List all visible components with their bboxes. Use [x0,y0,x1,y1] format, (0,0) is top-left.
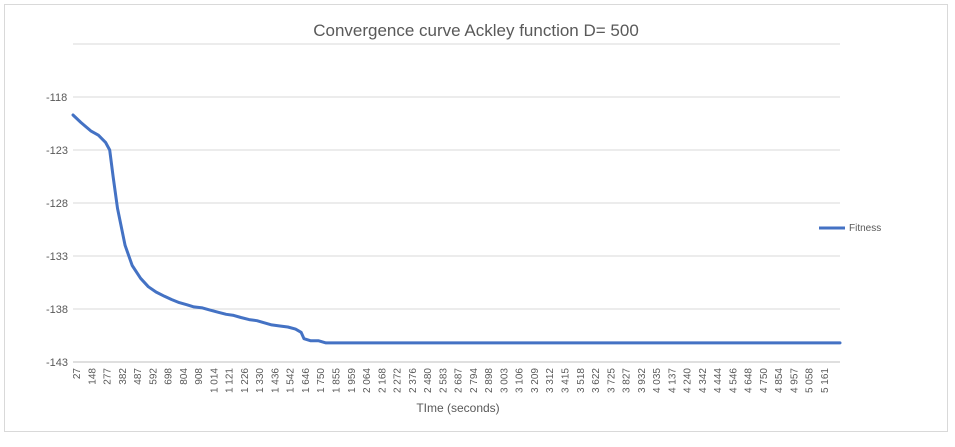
x-tick-label: 1 436 [270,368,281,393]
y-tick-label: -138 [46,304,68,316]
y-tick-label: -133 [46,251,68,263]
x-tick-label: 4 750 [759,368,770,393]
x-tick-label: 3 725 [606,368,617,393]
x-tick-label: 4 137 [667,368,678,393]
x-tick-label: 3 209 [530,368,541,393]
x-tick-label: 1 542 [286,368,297,393]
x-axis-label: TIme (seconds) [416,401,499,415]
x-tick-label: 1 959 [347,368,358,393]
x-tick-label: 4 546 [728,368,739,393]
x-tick-label: 4 444 [713,368,724,393]
x-tick-label: 277 [103,368,114,385]
x-tick-label: 5 058 [805,368,816,393]
legend-label-fitness: Fitness [849,223,881,234]
x-tick-label: 3 312 [545,368,556,393]
x-tick-label: 2 687 [454,368,465,393]
x-tick-label: 1 226 [240,368,251,393]
x-tick-label: 1 121 [225,368,236,393]
x-tick-label: 2 376 [408,368,419,393]
chart-title: Convergence curve Ackley function D= 500 [313,21,639,40]
x-tick-label: 1 646 [301,368,312,393]
x-tick-label: 908 [194,368,205,385]
x-tick-label: 3 932 [637,368,648,393]
x-tick-label: 4 240 [683,368,694,393]
x-tick-label: 2 064 [362,368,373,393]
x-tick-label: 382 [118,368,129,385]
y-tick-label: -128 [46,198,68,210]
x-tick-label: 698 [164,368,175,385]
gridlines [73,43,840,363]
x-tick-label: 2 583 [438,368,449,393]
x-tick-label: 804 [179,368,190,385]
x-tick-label: 592 [148,368,159,385]
legend: Fitness [819,223,881,234]
x-tick-label: 3 622 [591,368,602,393]
x-tick-label: 3 827 [622,368,633,393]
x-tick-label: 2 168 [377,368,388,393]
series-layer [71,113,842,345]
x-tick-label: 4 342 [698,368,709,393]
x-tick-label: 2 480 [423,368,434,393]
x-tick-labels: 27 148 277 382 487 592 698 804 908 1 014 1 121 1 22… [72,368,831,393]
x-tick-label: 4 854 [774,368,785,393]
x-tick-label: 4 648 [744,368,755,393]
y-tick-label: -123 [46,145,68,157]
x-tick-label: 2 898 [484,368,495,393]
x-tick-label: 27 [72,368,83,380]
y-tick-label: -118 [46,92,67,104]
x-tick-label: 487 [133,368,144,385]
x-tick-label: 3 415 [560,368,571,393]
x-tick-label: 148 [87,368,98,385]
x-tick-label: 1 855 [332,368,343,393]
x-tick-label: 3 106 [515,368,526,393]
x-tick-label: 4 035 [652,368,663,393]
chart-frame [4,4,948,432]
x-tick-label: 3 003 [499,368,510,393]
x-tick-label: 2 794 [469,368,480,393]
y-tick-label: -143 [46,357,68,369]
x-tick-label: 4 957 [789,368,800,393]
x-tick-label: 5 161 [820,368,831,393]
x-tick-label: 1 750 [316,368,327,393]
x-tick-label: 1 330 [255,368,266,393]
x-tick-label: 2 272 [393,368,404,393]
x-tick-label: 1 014 [209,368,220,393]
x-tick-label: 3 518 [576,368,587,393]
y-tick-labels: -118 -123 -128 -133 -138 -143 [46,92,68,369]
